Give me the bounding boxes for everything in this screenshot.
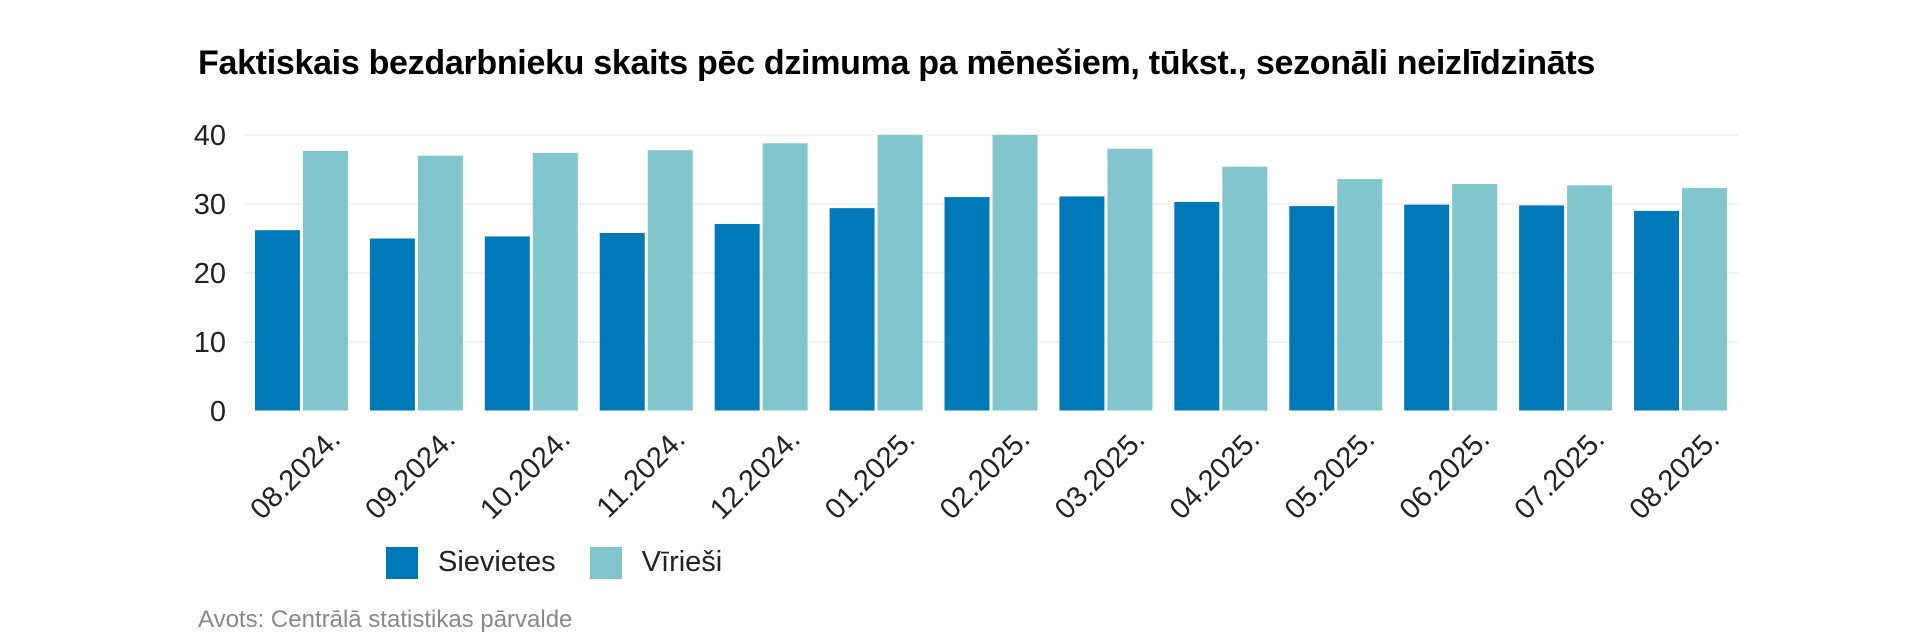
x-tick-label: 12.2024. xyxy=(704,423,806,525)
bar-series-2 xyxy=(1452,183,1498,411)
legend-label-series-1: Sievietes xyxy=(438,546,556,578)
bar-series-1 xyxy=(254,230,300,411)
x-tick-label: 03.2025. xyxy=(1049,423,1151,525)
bar-series-2 xyxy=(1222,166,1268,411)
legend: Sievietes Vīrieši xyxy=(386,546,756,579)
bar-series-1 xyxy=(1404,204,1450,411)
bar-series-2 xyxy=(877,135,923,411)
x-tick-label: 02.2025. xyxy=(934,423,1036,525)
legend-item-series-1: Sievietes xyxy=(386,546,556,579)
bar-series-1 xyxy=(1059,196,1105,411)
bar-series-1 xyxy=(944,197,990,411)
legend-swatch-series-1 xyxy=(386,546,418,579)
x-tick-label: 04.2025. xyxy=(1164,423,1266,525)
x-tick-label: 01.2025. xyxy=(819,423,921,525)
x-tick-label: 05.2025. xyxy=(1279,423,1381,525)
source-note: Avots: Centrālā statistikas pārvalde xyxy=(198,606,573,633)
bar-series-2 xyxy=(302,150,348,411)
y-tick-label: 0 xyxy=(210,396,226,428)
bar-series-1 xyxy=(1289,206,1335,411)
bar-series-2 xyxy=(532,152,578,411)
y-tick-label: 30 xyxy=(194,189,226,221)
y-tick-label: 20 xyxy=(194,258,226,290)
bar-series-2 xyxy=(762,143,808,411)
bar-series-1 xyxy=(599,232,645,411)
x-tick-label: 10.2024. xyxy=(474,423,576,525)
bar-series-1 xyxy=(1634,210,1680,411)
bar-series-1 xyxy=(369,238,415,411)
bar-series-2 xyxy=(647,150,693,411)
bar-series-2 xyxy=(992,135,1038,411)
bar-series-1 xyxy=(829,208,875,411)
legend-item-series-2: Vīrieši xyxy=(589,546,723,579)
legend-label-series-2: Vīrieši xyxy=(641,546,723,578)
x-tick-label: 06.2025. xyxy=(1394,423,1496,525)
x-tick-label: 07.2025. xyxy=(1509,423,1611,525)
chart-plot: 0 10 20 30 40 08.2024. 09.2024. 10.2024. 11.2024… xyxy=(194,120,1738,526)
x-tick-label: 09.2024. xyxy=(359,423,461,525)
x-tick-label: 08.2024. xyxy=(244,423,346,525)
x-tick-label: 08.2025. xyxy=(1624,423,1726,525)
bar-series-1 xyxy=(714,224,760,411)
bar-series-2 xyxy=(1682,188,1728,411)
bar-series-1 xyxy=(1174,201,1220,411)
bar-series-2 xyxy=(417,155,463,411)
bar-series-1 xyxy=(484,236,530,411)
y-tick-label: 40 xyxy=(194,120,226,152)
chart-title: Faktiskais bezdarbnieku skaits pēc dzimu… xyxy=(198,44,1596,82)
y-tick-label: 10 xyxy=(194,327,226,359)
bar-series-2 xyxy=(1567,185,1613,411)
legend-swatch-series-2 xyxy=(589,546,622,579)
bar-series-2 xyxy=(1107,148,1153,412)
bar-series-2 xyxy=(1337,179,1383,411)
bar-series-1 xyxy=(1519,205,1565,411)
x-tick-label: 11.2024. xyxy=(591,423,692,524)
